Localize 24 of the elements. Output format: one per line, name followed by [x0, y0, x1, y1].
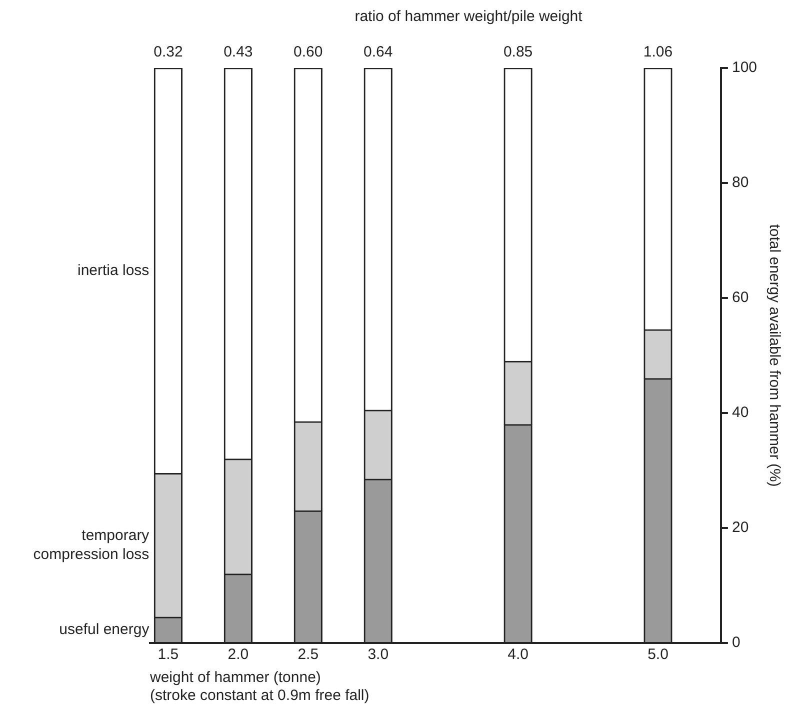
series-label: temporary compression loss — [33, 526, 150, 563]
y-tick-label: 60 — [732, 289, 749, 306]
chart-title: ratio of hammer weight/pile weight — [354, 8, 584, 26]
x-tick-label: 1.5 — [158, 646, 179, 664]
x-tick-label: 3.0 — [368, 646, 389, 664]
annotation: 0.60 — [294, 44, 323, 61]
x-tick-label: 2.0 — [228, 646, 249, 664]
annotation: 0.64 — [364, 44, 393, 61]
x-tick-label: 5.0 — [648, 646, 668, 664]
annotation: 1.06 — [643, 44, 673, 61]
y-tick-label: 80 — [732, 174, 749, 192]
annotation: 0.43 — [224, 44, 253, 61]
x-tick-label: 2.5 — [298, 646, 319, 664]
annotation: 0.32 — [154, 44, 183, 61]
y-tick-label: 40 — [732, 404, 749, 422]
series-label: inertia loss — [77, 262, 150, 279]
annotation: 0.85 — [503, 44, 533, 61]
y-tick-label: 0 — [732, 634, 740, 652]
y-tick-label: 100 — [732, 59, 758, 76]
x-axis-title: weight of hammer (tonne) (stroke constant at 0.9m free fall) — [149, 669, 370, 704]
x-tick-label: 4.0 — [508, 646, 528, 664]
series-label: useful energy — [59, 621, 150, 638]
y-tick-label: 20 — [732, 519, 749, 536]
y-axis-title: total energy available from hammer (%) — [766, 224, 783, 487]
